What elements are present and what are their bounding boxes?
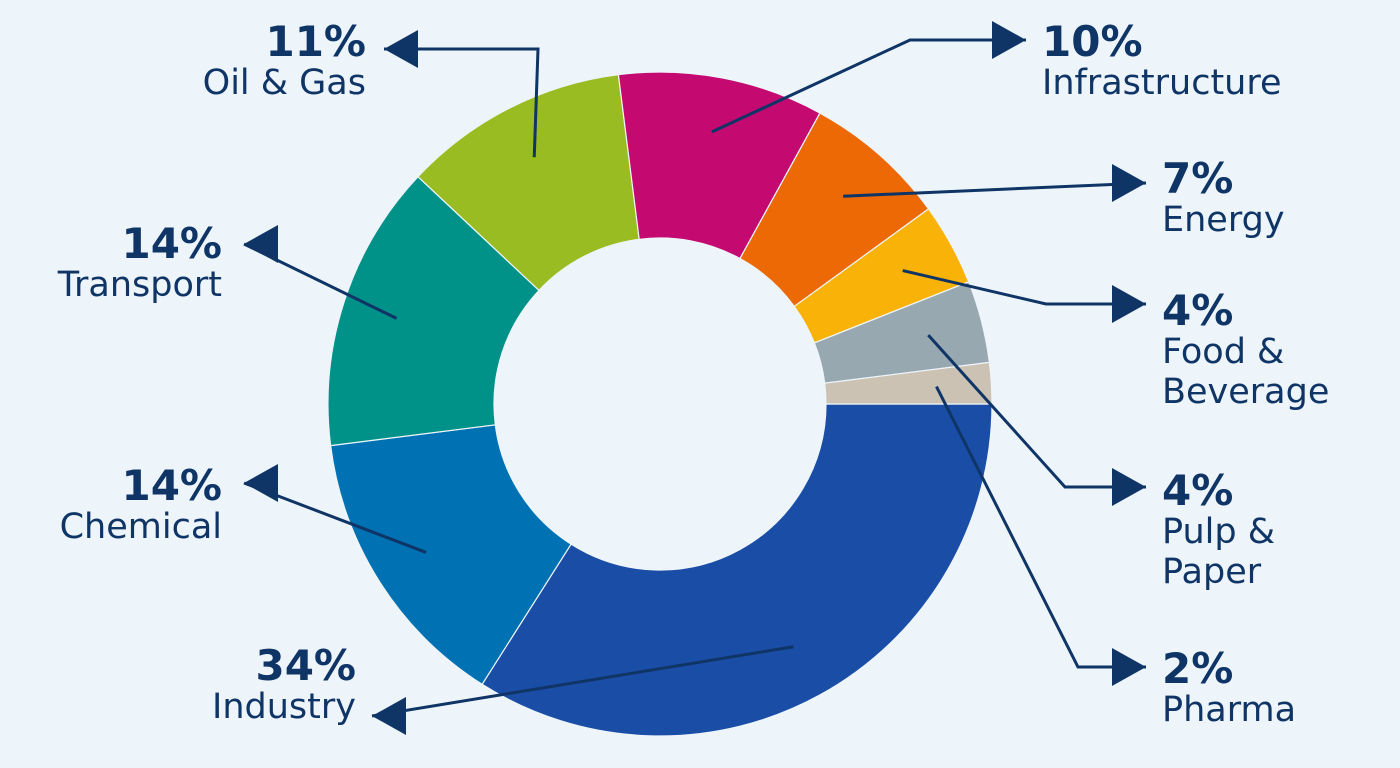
donut-slices	[327, 71, 993, 737]
category-label-industry: Industry	[212, 687, 356, 727]
value-label-pulp-and-paper: 4%	[1162, 466, 1233, 515]
leader-line-oil-and-gas	[384, 47, 540, 158]
category-label-food-and-beverage: Food & Beverage	[1162, 332, 1329, 412]
arrowhead-chemical	[244, 464, 278, 502]
arrowhead-oil-and-gas	[384, 30, 418, 68]
slice-pharma	[824, 361, 993, 405]
arrowhead-transport	[244, 225, 278, 263]
category-label-oil-and-gas: Oil & Gas	[203, 63, 366, 103]
arrowhead-pharma	[1112, 648, 1146, 686]
arrowhead-infrastructure	[992, 21, 1026, 59]
category-label-pharma: Pharma	[1162, 690, 1296, 730]
slice-labels: 34%Industry14%Chemical14%Transport11%Oil…	[57, 17, 1330, 730]
category-label-transport: Transport	[57, 265, 222, 305]
slice-industry	[481, 403, 993, 737]
value-label-energy: 7%	[1162, 154, 1233, 203]
value-label-oil-and-gas: 11%	[265, 17, 366, 66]
value-label-food-and-beverage: 4%	[1162, 286, 1233, 335]
arrowhead-industry	[372, 697, 406, 735]
category-label-infrastructure: Infrastructure	[1042, 63, 1282, 103]
leader-line-infrastructure	[711, 38, 1026, 134]
slice-chemical	[329, 424, 572, 686]
value-label-transport: 14%	[121, 219, 222, 268]
leader-line-energy	[843, 181, 1147, 198]
category-label-pulp-and-paper: Pulp & Paper	[1162, 512, 1275, 592]
arrowhead-pulp-and-paper	[1112, 468, 1146, 506]
arrowhead-food-and-beverage	[1112, 285, 1146, 323]
category-label-energy: Energy	[1162, 200, 1285, 240]
leader-lines	[243, 21, 1147, 735]
arrowhead-energy	[1112, 164, 1146, 202]
slice-transport	[327, 175, 540, 447]
value-label-chemical: 14%	[121, 461, 222, 510]
value-label-infrastructure: 10%	[1042, 17, 1143, 66]
category-label-chemical: Chemical	[60, 507, 222, 547]
value-label-pharma: 2%	[1162, 644, 1233, 693]
value-label-industry: 34%	[255, 641, 356, 690]
slice-oil-and-gas	[417, 73, 640, 292]
leader-line-industry	[371, 645, 794, 718]
